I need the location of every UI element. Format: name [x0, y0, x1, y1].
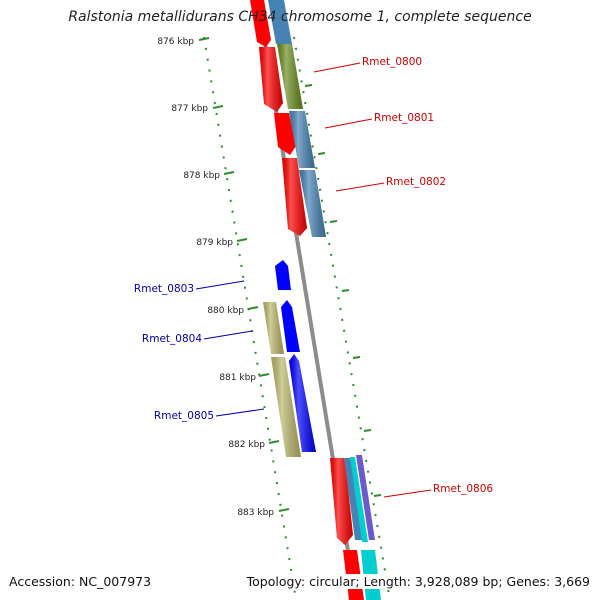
tick-mark	[236, 238, 248, 242]
gene-red-1[interactable]	[250, 0, 271, 47]
tick-label: 879 kbp	[196, 238, 233, 248]
tick-mark	[223, 171, 235, 175]
gene-label-rmet0805[interactable]: Rmet_0805	[154, 410, 214, 422]
gene-label-rmet0803[interactable]: Rmet_0803	[134, 283, 194, 295]
gene-steelblue-2[interactable]	[344, 458, 362, 540]
tick-label: 881 kbp	[219, 373, 256, 383]
tick-label: 878 kbp	[183, 171, 220, 181]
tick-label: 877 kbp	[171, 104, 208, 114]
gene-label-rmet0800[interactable]: Rmet_0800	[362, 56, 422, 68]
gene-label-leaders	[195, 62, 432, 498]
gene-cyan-rmet0806[interactable]	[350, 457, 368, 542]
tick-mark	[258, 373, 270, 377]
tick-mark	[247, 306, 259, 310]
tick-label: 882 kbp	[228, 440, 265, 450]
map-title: Ralstonia metallidurans CH34 chromosome …	[68, 9, 532, 25]
tick-label: 883 kbp	[237, 508, 274, 518]
tick-mark	[268, 440, 280, 444]
tick-mark	[198, 37, 210, 41]
tick-label: 876 kbp	[157, 37, 194, 47]
gene-blue-rmet0803[interactable]	[275, 260, 291, 290]
gene-label-rmet0802[interactable]: Rmet_0802	[386, 176, 446, 188]
gene-label-rmet0801[interactable]: Rmet_0801	[374, 112, 434, 124]
tick-label: 880 kbp	[207, 306, 244, 316]
topology-label: Topology: circular; Length: 3,928,089 bp…	[246, 574, 590, 589]
gene-labels: Rmet_0800 Rmet_0801 Rmet_0802 Rmet_0803 …	[134, 56, 493, 495]
gene-blue-2[interactable]	[281, 300, 300, 352]
gene-slate-1[interactable]	[356, 455, 375, 540]
gene-red-3[interactable]	[274, 113, 296, 155]
accession-label: Accession: NC_007973	[9, 574, 152, 589]
gene-label-rmet0806[interactable]: Rmet_0806	[433, 483, 493, 495]
tick-mark	[212, 105, 224, 109]
gene-label-rmet0804[interactable]: Rmet_0804	[142, 333, 202, 345]
tick-mark	[278, 508, 290, 512]
gene-steelblue-1[interactable]	[268, 0, 292, 44]
